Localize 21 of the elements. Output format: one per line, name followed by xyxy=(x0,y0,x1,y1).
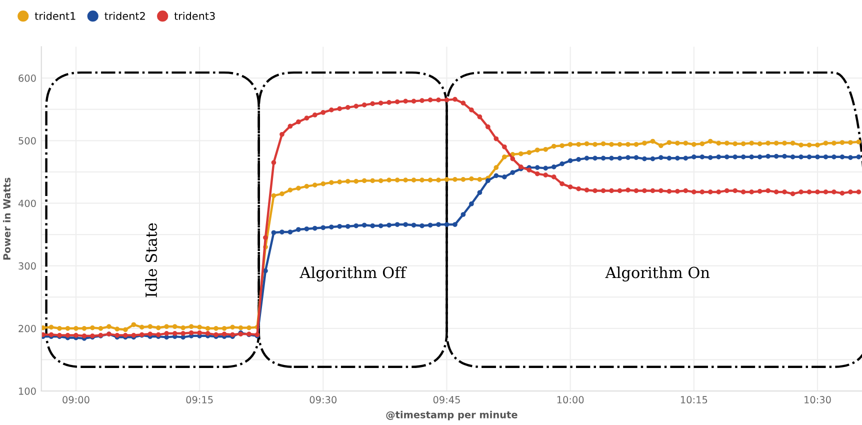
annotation: Idle State xyxy=(145,223,158,298)
x-tick-label: 09:00 xyxy=(62,396,90,404)
x-tick-label: 10:30 xyxy=(804,396,831,404)
y-tick-label: 200 xyxy=(18,324,36,332)
annotation: Algorithm On xyxy=(605,266,710,282)
y-tick-label: 300 xyxy=(18,262,36,270)
legend-label: trident3 xyxy=(174,12,215,20)
annotation: Algorithm Off xyxy=(300,266,407,282)
x-axis-title: @timestamp per minute xyxy=(386,410,518,420)
y-tick-label: 100 xyxy=(19,387,36,395)
x-tick-label: 09:30 xyxy=(310,396,337,404)
y-tick-label: 600 xyxy=(18,74,36,82)
legend-label: trident2 xyxy=(104,12,145,20)
x-tick-label: 10:15 xyxy=(680,396,708,404)
y-tick-label: 400 xyxy=(18,200,36,208)
x-tick-label: 09:15 xyxy=(186,396,213,404)
y-tick-label: 500 xyxy=(18,137,36,144)
x-tick-label: 09:45 xyxy=(433,396,460,404)
y-axis-title: Power in Watts xyxy=(2,178,11,260)
x-tick-label: 10:00 xyxy=(557,396,584,404)
legend-label: trident1 xyxy=(34,12,76,20)
